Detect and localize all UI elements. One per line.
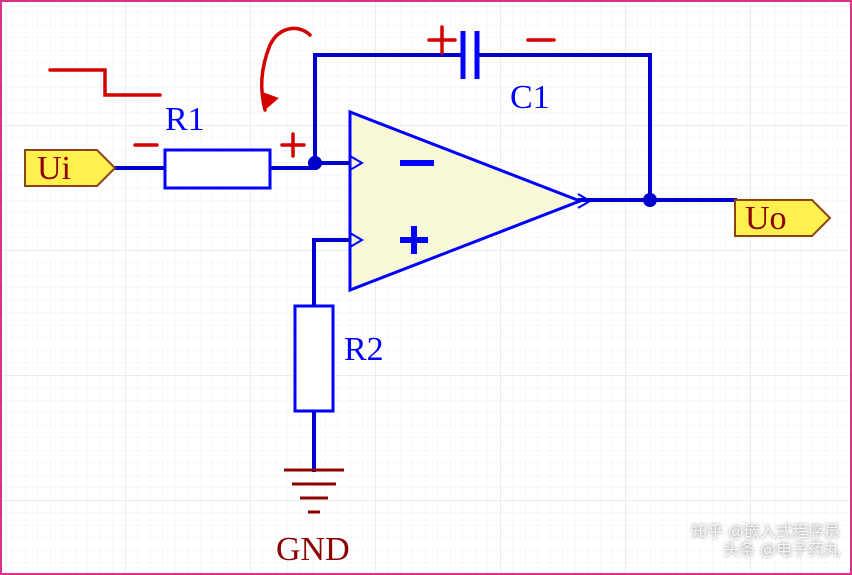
watermark-toutiao: 头条 @电子药丸 bbox=[723, 541, 840, 559]
r1-label: R1 bbox=[165, 101, 205, 138]
port-ui-label: Ui bbox=[37, 150, 71, 187]
gnd-label: GND bbox=[276, 531, 350, 568]
schematic-grid bbox=[2, 2, 850, 573]
node-inverting bbox=[308, 156, 322, 170]
c1-label: C1 bbox=[510, 79, 550, 116]
watermark-zhihu: 知乎 @嵌入式程序员 bbox=[691, 523, 840, 541]
node-output bbox=[643, 193, 657, 207]
r2-label: R2 bbox=[344, 331, 384, 368]
port-input-ui: Ui bbox=[25, 150, 115, 187]
port-uo-label: Uo bbox=[745, 200, 787, 237]
port-output-uo: Uo bbox=[735, 200, 830, 237]
